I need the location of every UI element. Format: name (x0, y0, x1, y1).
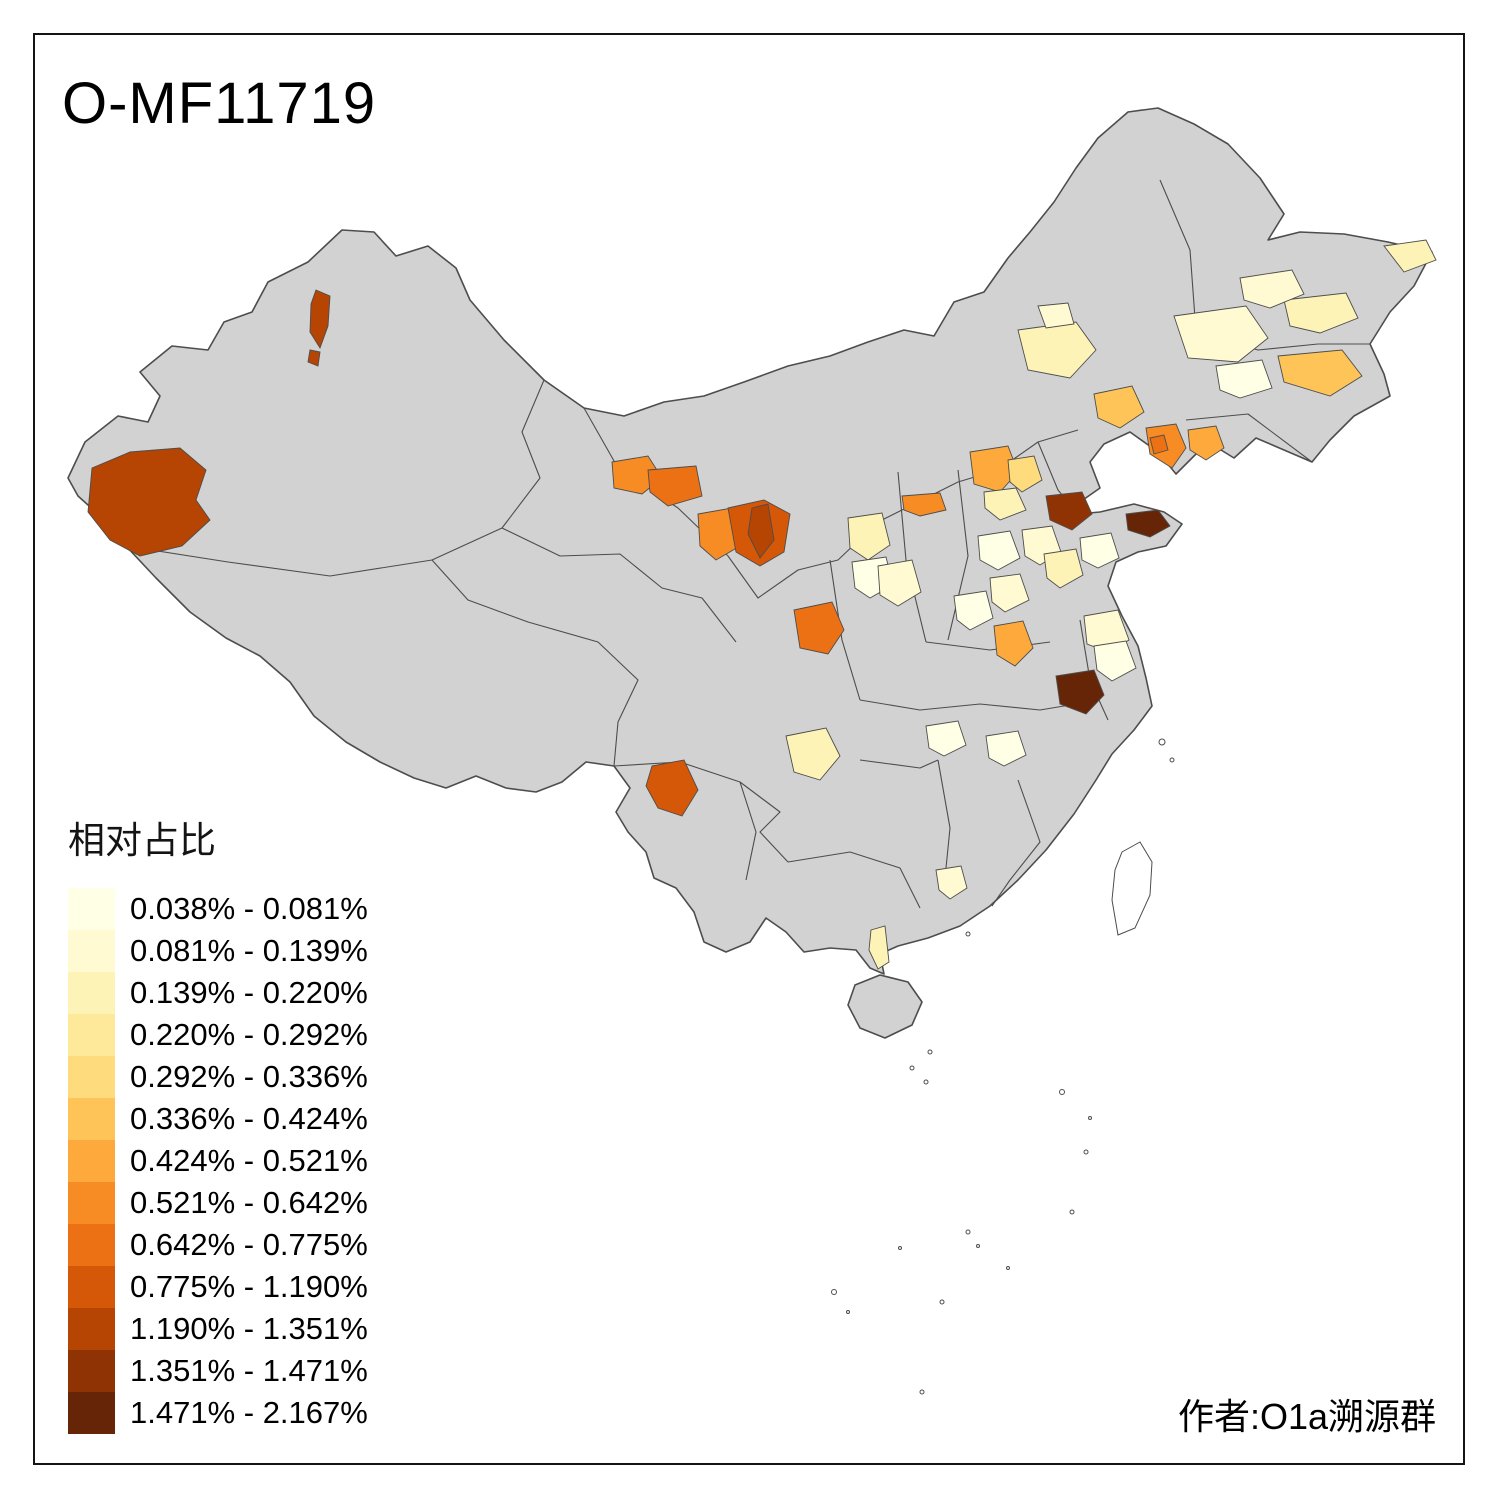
legend-row: 0.642% - 0.775% (68, 1224, 368, 1266)
legend-row: 0.038% - 0.081% (68, 888, 368, 930)
legend-swatch (68, 1098, 115, 1140)
map-region (793, 601, 845, 655)
map-region (847, 512, 891, 561)
legend-label: 0.775% - 1.190% (130, 1269, 368, 1304)
map-region (983, 487, 1027, 521)
legend-swatch (68, 1266, 115, 1308)
colored-regions (87, 239, 1437, 970)
map-region (1093, 640, 1137, 682)
legend-swatch (68, 972, 115, 1014)
map-region (1055, 669, 1105, 715)
legend-swatch (68, 1308, 115, 1350)
legend-swatch (68, 930, 115, 972)
legend-row: 1.190% - 1.351% (68, 1308, 368, 1350)
legend-row: 0.521% - 0.642% (68, 1182, 368, 1224)
legend-swatch (68, 1140, 115, 1182)
legend-label: 1.351% - 1.471% (130, 1353, 368, 1388)
attribution-text: 作者:O1a溯源群 (1177, 1396, 1436, 1437)
legend-swatch (68, 1014, 115, 1056)
map-region (953, 590, 994, 631)
map-region (1277, 349, 1363, 397)
map-region (1149, 434, 1169, 455)
map-region (747, 503, 775, 559)
legend-label: 0.139% - 0.220% (130, 975, 368, 1010)
legend-row: 0.775% - 1.190% (68, 1266, 368, 1308)
taiwan-outline (1111, 841, 1153, 936)
map-region (647, 465, 703, 507)
map-region (1383, 239, 1437, 273)
legend-title: 相对占比 (68, 820, 216, 861)
legend-label: 0.521% - 0.642% (130, 1185, 368, 1220)
map-region (1093, 385, 1145, 429)
hainan-island (847, 974, 923, 1039)
map-region (1045, 491, 1093, 531)
map-region (993, 620, 1034, 667)
map-region (985, 730, 1027, 767)
map-region (1173, 305, 1269, 363)
map-region (969, 445, 1019, 493)
legend-swatch (68, 1182, 115, 1224)
province-borders (125, 179, 1370, 909)
map-region (309, 289, 331, 350)
legend-row: 0.081% - 0.139% (68, 930, 368, 972)
map-region (935, 865, 968, 900)
legend-row: 0.292% - 0.336% (68, 1056, 368, 1098)
legend-label: 0.292% - 0.336% (130, 1059, 368, 1094)
small-islands (831, 738, 1175, 1395)
map-region (1283, 292, 1359, 334)
map-region (925, 720, 967, 757)
map-region (1079, 532, 1120, 569)
legend-label: 0.642% - 0.775% (130, 1227, 368, 1262)
legend: 相对占比 0.038% - 0.081% 0.081% - 0.139% 0.139… (68, 810, 368, 1434)
map-region (989, 573, 1030, 613)
map-region (877, 559, 922, 607)
map-region (1043, 548, 1084, 589)
map-region (977, 530, 1021, 571)
legend-label: 1.190% - 1.351% (130, 1311, 368, 1346)
legend-label: 0.220% - 0.292% (130, 1017, 368, 1052)
legend-row: 0.424% - 0.521% (68, 1140, 368, 1182)
legend-label: 1.471% - 2.167% (130, 1395, 368, 1430)
legend-row: 0.139% - 0.220% (68, 972, 368, 1014)
map-region (307, 349, 321, 367)
map-region (1215, 359, 1273, 399)
map-region (87, 447, 211, 557)
legend-swatch (68, 1224, 115, 1266)
map-region (1187, 425, 1225, 461)
map-region (1125, 509, 1171, 538)
legend-row: 1.351% - 1.471% (68, 1350, 368, 1392)
legend-swatch (68, 888, 115, 930)
map-region (1037, 302, 1075, 329)
legend-rows: 0.038% - 0.081% 0.081% - 0.139% 0.139% - 0… (68, 888, 368, 1434)
legend-label: 0.038% - 0.081% (130, 891, 368, 926)
legend-label: 0.081% - 0.139% (130, 933, 368, 968)
legend-swatch (68, 1392, 115, 1434)
legend-row: 0.336% - 0.424% (68, 1098, 368, 1140)
legend-label: 0.336% - 0.424% (130, 1101, 368, 1136)
legend-row: 1.471% - 2.167% (68, 1392, 368, 1434)
map-region (785, 727, 841, 781)
legend-row: 0.220% - 0.292% (68, 1014, 368, 1056)
map-region (645, 759, 699, 817)
map-region (1007, 455, 1043, 493)
map-region (901, 492, 947, 517)
legend-swatch (68, 1056, 115, 1098)
page-title: O-MF11719 (62, 71, 377, 136)
legend-label: 0.424% - 0.521% (130, 1143, 368, 1178)
map-region (1239, 269, 1305, 309)
map-region (697, 507, 741, 561)
legend-swatch (68, 1350, 115, 1392)
map-region (868, 925, 890, 970)
